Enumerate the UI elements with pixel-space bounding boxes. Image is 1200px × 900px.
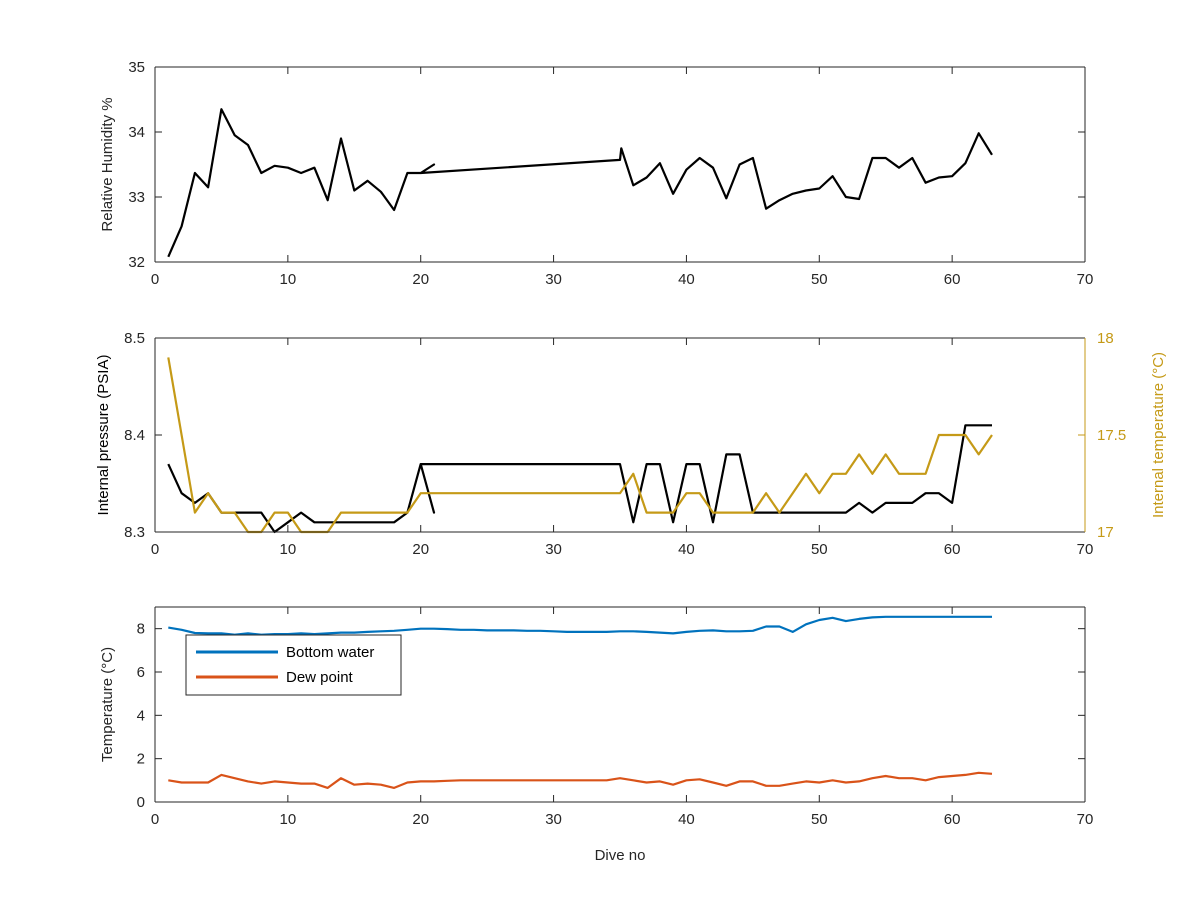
legend-label: Bottom water — [286, 644, 374, 661]
x-tick-label: 70 — [1077, 811, 1094, 828]
x-tick-label: 20 — [412, 541, 429, 558]
x-tick-label: 60 — [944, 811, 961, 828]
y-tick-label: 6 — [137, 664, 145, 681]
humidity-panel: 0 10 20 30 40 50 60 70 32 33 34 35 Relative Humidity… — [99, 59, 1093, 288]
plot-area — [155, 338, 1085, 532]
y-tick-label: 35 — [128, 59, 145, 76]
right-y-tick-label: 18 — [1097, 330, 1114, 347]
right-y-tick-label: 17.5 — [1097, 427, 1126, 444]
right-y-tick-label: 17 — [1097, 524, 1114, 541]
x-tick-label: 10 — [280, 811, 297, 828]
x-tick-label: 50 — [811, 271, 828, 288]
x-tick-label: 0 — [151, 271, 159, 288]
x-tick-label: 30 — [545, 271, 562, 288]
x-tick-label: 0 — [151, 811, 159, 828]
x-tick-label: 40 — [678, 271, 695, 288]
y-tick-label: 0 — [137, 794, 145, 811]
y-tick-label: 34 — [128, 124, 145, 141]
pressure-temperature-panel: 0 10 20 30 40 50 60 70 8.3 8.4 8.5 17 17.5 18 Internal… — [95, 330, 1167, 558]
x-tick-label: 40 — [678, 811, 695, 828]
x-tick-label: 10 — [280, 541, 297, 558]
right-y-axis-label: Internal temperature (°C) — [1150, 352, 1167, 518]
x-tick-label: 30 — [545, 811, 562, 828]
x-axis-label: Dive no — [595, 847, 646, 864]
series-line-1 — [167, 424, 992, 534]
x-tick-label: 70 — [1077, 541, 1094, 558]
x-tick-label: 30 — [545, 541, 562, 558]
y-tick-label: 8.4 — [124, 427, 145, 444]
x-tick-label: 10 — [280, 271, 297, 288]
x-tick-label: 20 — [412, 271, 429, 288]
legend-box — [185, 634, 402, 696]
x-tick-label: 50 — [811, 541, 828, 558]
plot-area — [155, 67, 1085, 262]
y-tick-label: 2 — [137, 751, 145, 768]
series-line-1 — [167, 108, 993, 258]
y-tick-label: 4 — [137, 707, 145, 724]
series-line-2 — [167, 357, 993, 534]
x-tick-label: 50 — [811, 811, 828, 828]
legend-label: Dew point — [286, 669, 354, 686]
temperature-panel: 0 10 20 30 40 50 60 70 0 2 4 6 8 Temperature (°C) Bott… — [99, 606, 1094, 828]
y-tick-label: 33 — [128, 189, 145, 206]
x-tick-label: 20 — [412, 811, 429, 828]
x-tick-label: 60 — [944, 541, 961, 558]
x-tick-label: 60 — [944, 271, 961, 288]
y-axis-label: Internal pressure (PSIA) — [95, 355, 112, 516]
series-line-1 — [168, 615, 992, 636]
y-axis-label: Temperature (°C) — [99, 647, 116, 762]
y-tick-label: 32 — [128, 254, 145, 271]
y-tick-label: 8.5 — [124, 330, 145, 347]
x-tick-label: 0 — [151, 541, 159, 558]
y-tick-label: 8.3 — [124, 524, 145, 541]
y-tick-label: 8 — [137, 621, 145, 638]
x-tick-label: 40 — [678, 541, 695, 558]
x-tick-label: 70 — [1077, 271, 1094, 288]
series-line-2 — [168, 771, 993, 790]
y-axis-label: Relative Humidity % — [99, 97, 116, 231]
